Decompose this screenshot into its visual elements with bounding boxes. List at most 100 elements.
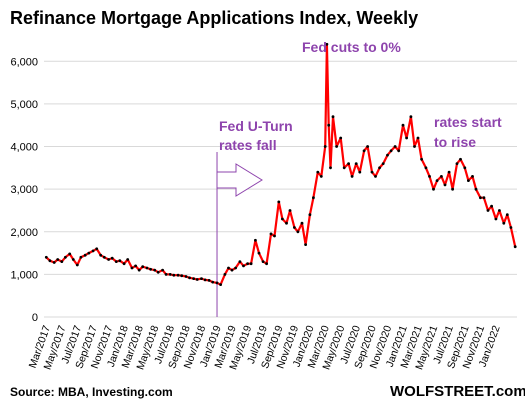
data-point [192,277,196,280]
data-point [219,283,223,286]
data-point [335,145,338,148]
data-point [482,196,486,200]
data-point [513,245,517,249]
data-point [215,281,219,285]
data-point [118,259,122,263]
data-point [153,268,157,272]
y-tick-label: 6,000 [10,56,38,68]
data-point [44,255,48,259]
series-points [44,42,517,286]
data-point [413,145,416,148]
data-point [161,268,165,272]
data-point [273,234,276,238]
annotations: Fed cuts to 0% Fed U-Turn rates fall rat… [216,39,502,197]
data-point [362,149,366,153]
y-axis-ticks: 0 1,000 2,000 3,000 4,000 5,000 6,000 [10,56,38,324]
data-point [401,123,405,127]
data-point [393,145,397,148]
data-point [505,213,509,217]
data-point [52,261,56,264]
data-point [420,157,423,161]
data-point [180,274,184,278]
data-point [134,264,138,268]
data-point [242,264,245,268]
data-point [203,278,207,282]
data-point [91,249,95,253]
data-point [342,166,346,170]
data-point [230,268,234,272]
data-point [285,221,288,225]
data-point [261,260,265,263]
data-point [494,217,498,221]
data-point [188,276,191,280]
y-tick-label: 4,000 [10,142,38,154]
x-axis-ticks: Mar/2017May/2017Jul/2017Sep/2017Nov/2017… [27,324,503,372]
data-point [56,258,60,261]
data-point [249,262,253,266]
chart-title: Refinance Mortgage Applications Index, W… [10,8,418,28]
data-point [83,253,87,257]
data-point [350,175,354,178]
data-point [227,266,230,270]
data-point [304,243,307,247]
data-point [397,149,401,153]
data-point [389,149,393,153]
y-tick-label: 0 [32,312,38,324]
data-point [277,200,281,204]
data-point [234,266,238,270]
series-line-path [45,43,517,286]
annotation-to-rise: to rise [434,134,476,150]
data-point [68,252,72,256]
data-point [366,145,369,148]
data-point [200,277,203,280]
data-point [386,153,389,157]
series-line [45,43,517,286]
data-point [126,258,130,261]
data-point [195,278,199,281]
data-point [435,179,439,183]
data-point [312,196,315,200]
data-point [370,170,374,174]
data-point [257,251,261,255]
data-point [87,251,91,255]
brand-label: WOLFSTREET.com [390,383,525,400]
y-tick-label: 1,000 [10,269,38,281]
data-point [64,255,67,259]
data-point [455,162,459,166]
data-point [156,270,160,274]
data-point [122,262,126,266]
data-point [308,213,312,217]
data-point [269,232,273,236]
data-point [471,175,474,178]
data-point [293,226,296,229]
data-point [474,187,478,191]
annotation-rates-fall: rates fall [219,137,277,153]
data-point [440,175,443,178]
data-point [184,275,188,278]
data-point [145,266,149,270]
data-point [71,258,75,261]
data-point [347,162,350,166]
data-point [447,170,451,174]
source-note: Source: MBA, Investing.com [10,385,173,399]
data-point [490,204,493,208]
data-point [405,136,408,140]
data-point [95,247,99,251]
data-point [246,262,250,266]
data-point [428,175,431,178]
data-point [137,268,141,272]
y-tick-label: 3,000 [10,184,38,196]
data-point [223,273,227,276]
data-point [354,162,358,166]
data-point [339,136,343,140]
data-point [502,221,506,225]
data-point [323,145,327,148]
data-point [443,183,447,187]
data-point [432,187,435,191]
arrow-icon [216,163,263,197]
data-point [319,175,323,178]
data-point [381,162,385,166]
data-point [325,42,329,46]
data-point [99,253,103,257]
data-point [114,260,118,263]
